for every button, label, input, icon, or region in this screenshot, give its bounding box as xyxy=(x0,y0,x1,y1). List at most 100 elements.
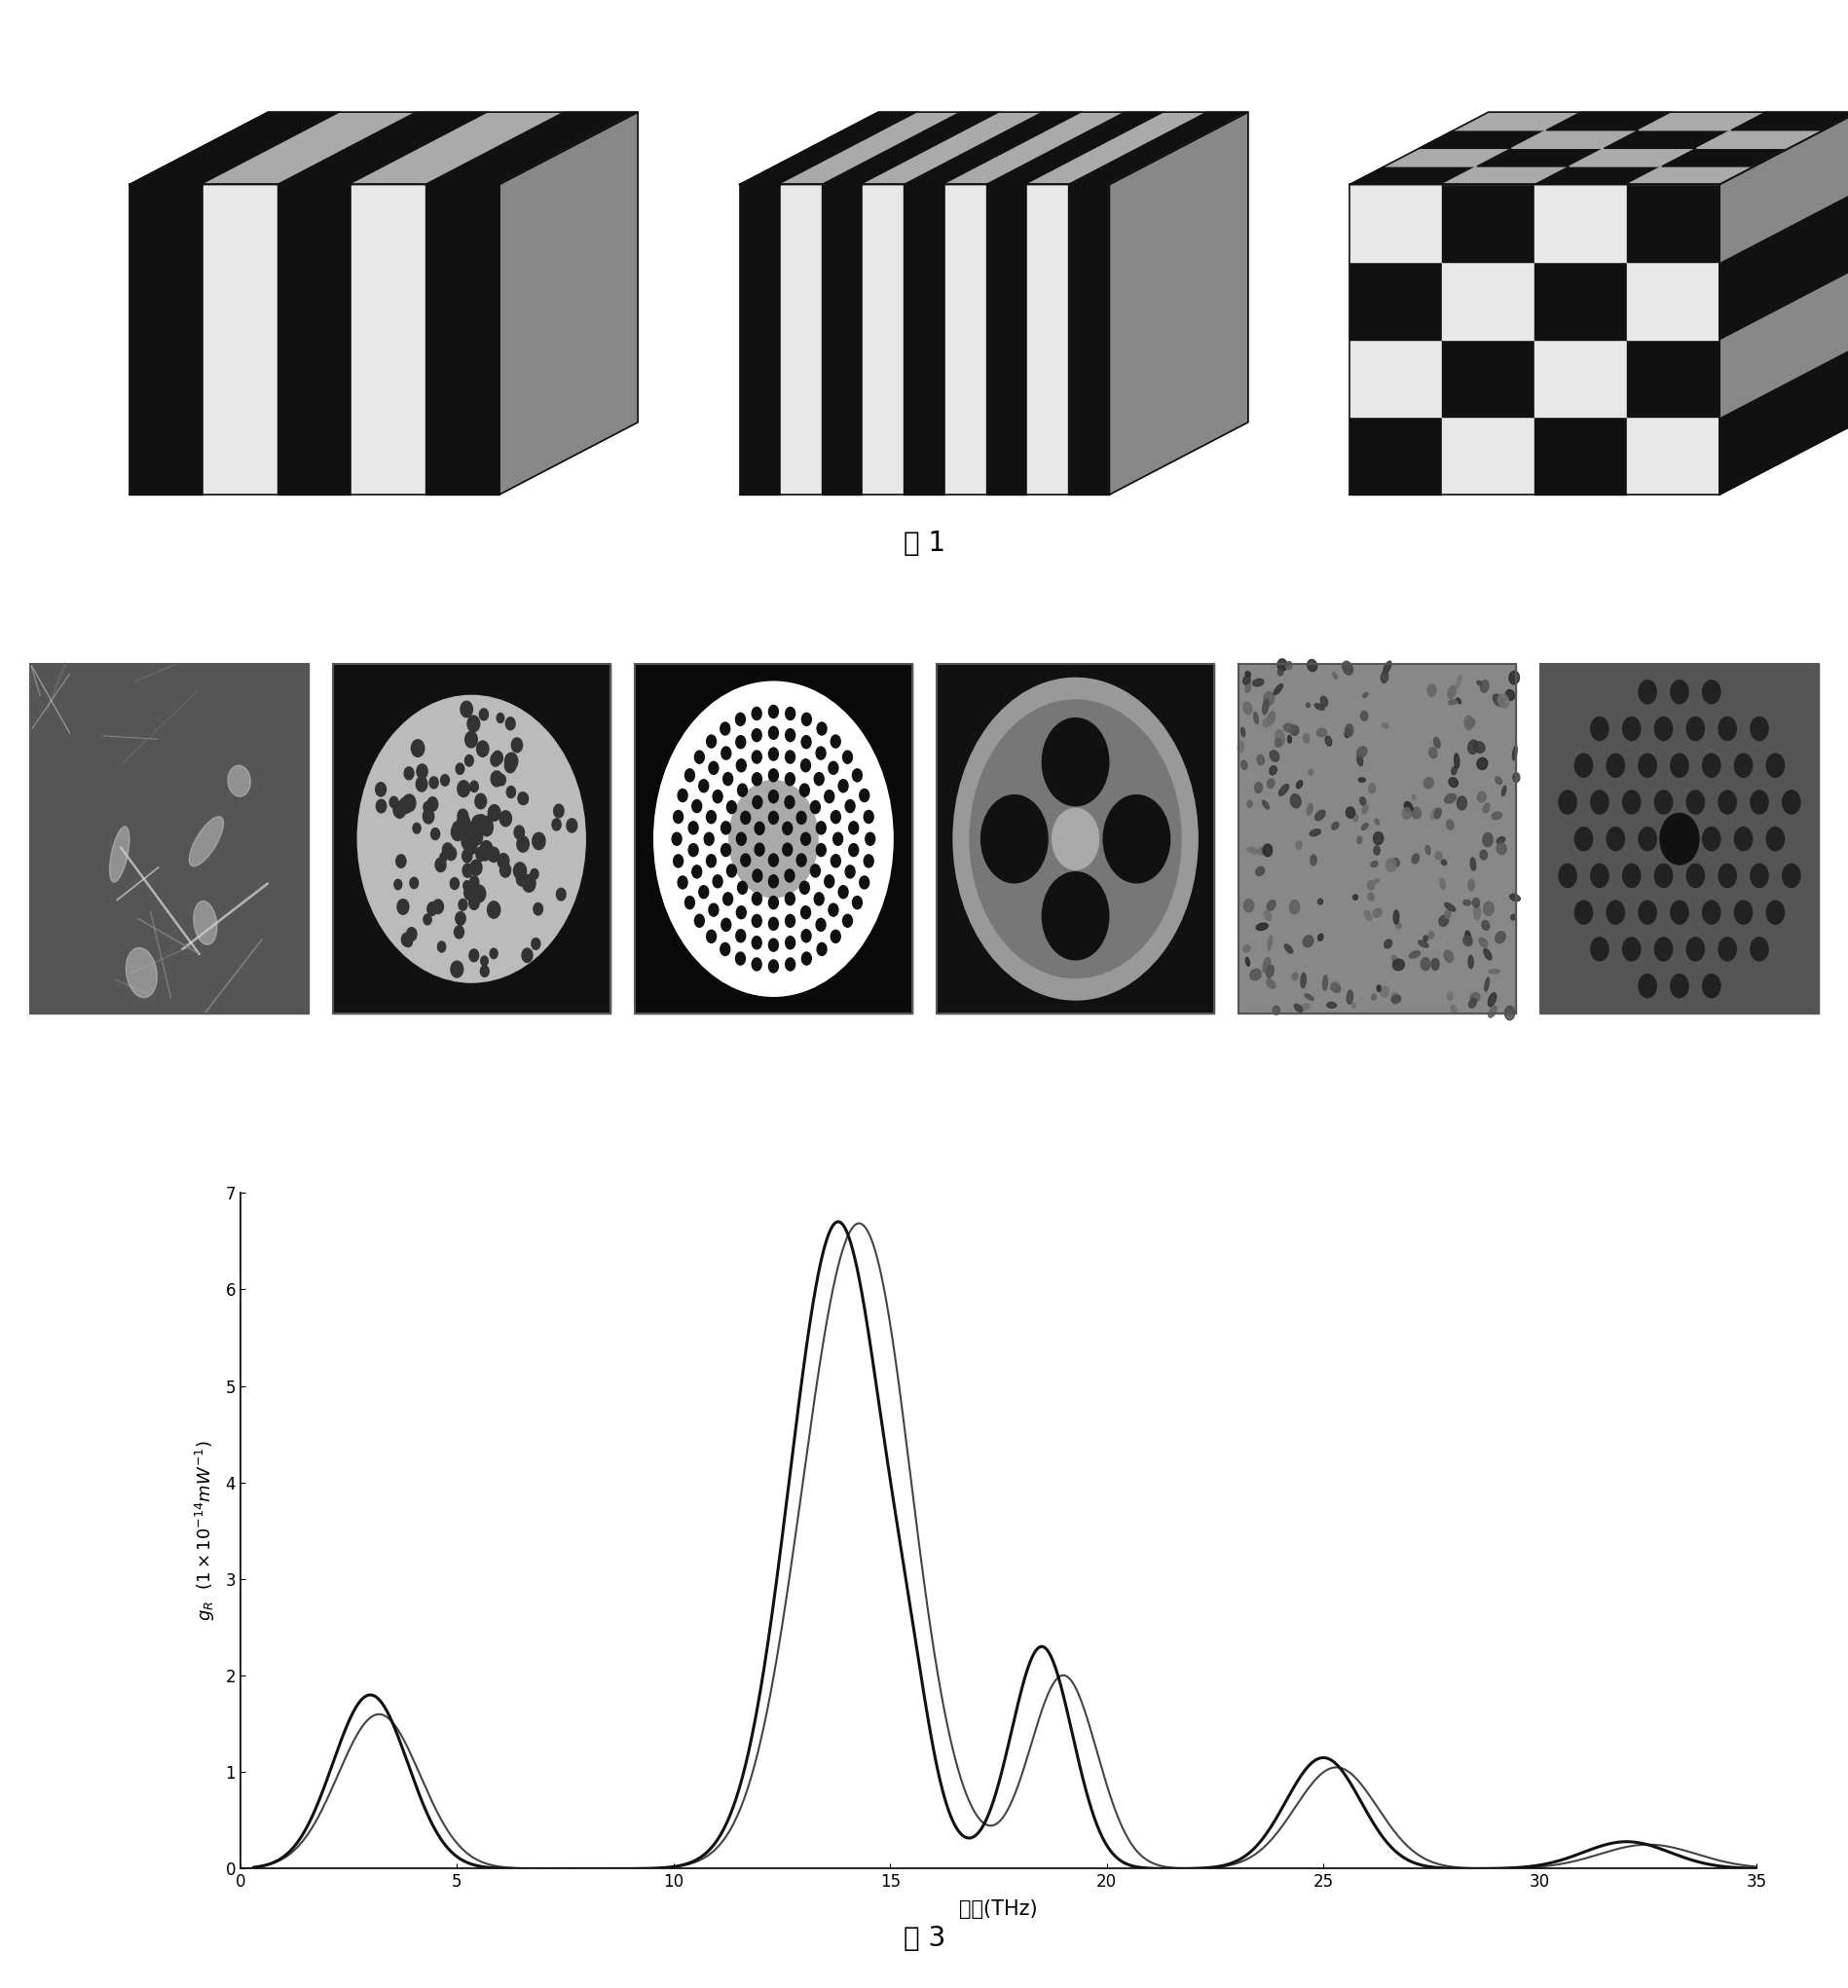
Polygon shape xyxy=(1453,111,1580,131)
Ellipse shape xyxy=(1473,742,1484,753)
Circle shape xyxy=(519,793,529,805)
Polygon shape xyxy=(780,111,959,185)
Ellipse shape xyxy=(1286,736,1290,744)
Ellipse shape xyxy=(1316,728,1325,738)
Polygon shape xyxy=(1109,318,1247,425)
Ellipse shape xyxy=(1462,936,1471,946)
Ellipse shape xyxy=(1253,680,1262,686)
Circle shape xyxy=(429,777,438,789)
Circle shape xyxy=(752,751,761,763)
Circle shape xyxy=(817,942,826,956)
Ellipse shape xyxy=(1266,779,1273,787)
Ellipse shape xyxy=(1495,777,1501,783)
Circle shape xyxy=(721,843,730,857)
Circle shape xyxy=(532,833,545,849)
Ellipse shape xyxy=(1375,819,1379,825)
Circle shape xyxy=(796,811,806,825)
Polygon shape xyxy=(499,111,638,247)
Circle shape xyxy=(809,865,821,877)
Circle shape xyxy=(464,885,475,901)
Circle shape xyxy=(479,845,492,861)
Ellipse shape xyxy=(1292,972,1297,980)
Circle shape xyxy=(1702,680,1719,704)
Circle shape xyxy=(490,771,503,787)
Circle shape xyxy=(514,863,527,879)
Circle shape xyxy=(449,879,458,889)
Polygon shape xyxy=(277,185,351,495)
Polygon shape xyxy=(1441,340,1534,417)
Circle shape xyxy=(1637,974,1656,998)
Circle shape xyxy=(1702,901,1719,924)
Circle shape xyxy=(1671,974,1687,998)
Ellipse shape xyxy=(1510,914,1515,920)
Ellipse shape xyxy=(1430,809,1436,819)
Circle shape xyxy=(497,714,505,724)
Circle shape xyxy=(1589,865,1608,887)
Circle shape xyxy=(416,763,427,779)
Circle shape xyxy=(1750,718,1767,740)
Ellipse shape xyxy=(1283,724,1294,732)
Ellipse shape xyxy=(1255,922,1268,930)
Circle shape xyxy=(859,789,869,801)
Circle shape xyxy=(845,865,854,879)
Circle shape xyxy=(1558,791,1576,813)
Ellipse shape xyxy=(1247,847,1258,853)
Ellipse shape xyxy=(1327,1002,1336,1008)
Ellipse shape xyxy=(1484,978,1488,992)
Polygon shape xyxy=(1534,185,1626,262)
Ellipse shape xyxy=(1262,718,1271,728)
Ellipse shape xyxy=(1462,901,1471,905)
Circle shape xyxy=(813,893,824,905)
Circle shape xyxy=(469,781,479,791)
Circle shape xyxy=(752,893,761,905)
Circle shape xyxy=(800,759,809,771)
Ellipse shape xyxy=(1368,879,1379,885)
Circle shape xyxy=(815,747,826,759)
Circle shape xyxy=(721,918,730,930)
Circle shape xyxy=(499,863,510,877)
Circle shape xyxy=(1052,809,1098,869)
Ellipse shape xyxy=(1284,662,1292,670)
Polygon shape xyxy=(1419,131,1545,149)
Polygon shape xyxy=(1719,344,1848,495)
Circle shape xyxy=(1574,753,1591,777)
Ellipse shape xyxy=(1434,807,1440,819)
Circle shape xyxy=(830,811,841,823)
Ellipse shape xyxy=(1467,879,1473,891)
Circle shape xyxy=(464,881,471,891)
Polygon shape xyxy=(1349,167,1477,185)
Circle shape xyxy=(1702,974,1719,998)
Polygon shape xyxy=(1626,340,1719,417)
Circle shape xyxy=(423,809,434,823)
Circle shape xyxy=(736,930,745,942)
Circle shape xyxy=(769,811,778,825)
Circle shape xyxy=(785,958,795,970)
Ellipse shape xyxy=(1268,712,1275,724)
Ellipse shape xyxy=(357,696,586,982)
Polygon shape xyxy=(1109,215,1247,322)
Circle shape xyxy=(403,936,412,946)
Polygon shape xyxy=(1626,262,1719,340)
Ellipse shape xyxy=(1478,851,1486,859)
Ellipse shape xyxy=(1271,1006,1279,1014)
Circle shape xyxy=(442,843,453,857)
Circle shape xyxy=(492,751,503,765)
Ellipse shape xyxy=(1471,899,1478,907)
Circle shape xyxy=(1623,791,1639,813)
Circle shape xyxy=(432,899,444,914)
Circle shape xyxy=(837,885,848,899)
Circle shape xyxy=(480,966,488,976)
Circle shape xyxy=(785,893,795,905)
Circle shape xyxy=(736,736,745,747)
Circle shape xyxy=(721,821,730,835)
Circle shape xyxy=(800,930,811,942)
Ellipse shape xyxy=(1270,765,1277,775)
Ellipse shape xyxy=(1371,994,1375,1000)
Polygon shape xyxy=(1441,185,1534,262)
Polygon shape xyxy=(1441,167,1569,185)
Polygon shape xyxy=(821,111,1002,185)
Circle shape xyxy=(1623,938,1639,960)
Circle shape xyxy=(517,837,529,853)
Circle shape xyxy=(490,753,501,765)
Polygon shape xyxy=(1534,340,1626,417)
